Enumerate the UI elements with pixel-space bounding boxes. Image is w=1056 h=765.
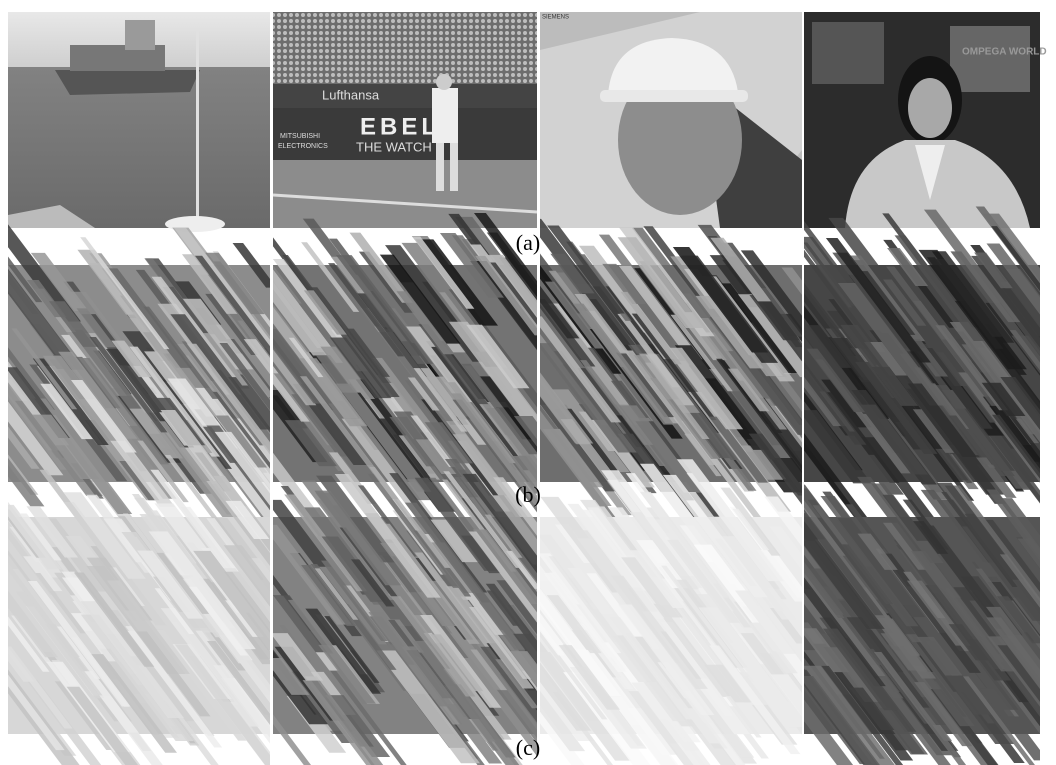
photo-worker [540,12,802,228]
banner-text: THE WATCH [356,139,432,154]
banner-text: MITSUBISHI [280,133,320,140]
banner-text: Lufthansa [322,87,380,102]
caption: (a) [516,230,540,255]
feature-map [766,477,1056,765]
feature-map [499,459,854,765]
feature-map [772,207,1056,534]
caption: (c) [516,735,540,760]
banner-text: ELECTRONICS [278,143,328,150]
feature-map [0,209,315,542]
page: Lufthansa EBEL THE WATCH MITSUBISHI ELEC… [0,0,1056,765]
screen-text: OMPEGA WORLD [962,47,1047,58]
banner-text: EBEL [360,113,440,140]
brand-text: SIEMENS [542,15,569,21]
photo-ship [8,12,270,232]
caption: (b) [515,482,541,507]
photo-anchor [804,12,1040,228]
figure: Lufthansa EBEL THE WATCH MITSUBISHI ELEC… [0,0,1056,765]
